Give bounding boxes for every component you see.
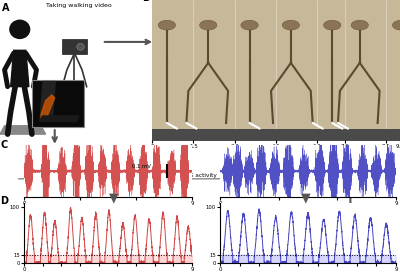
Text: Recording the EMG activity: Recording the EMG activity: [137, 173, 217, 178]
Polygon shape: [0, 126, 46, 134]
Circle shape: [10, 20, 30, 38]
Text: D: D: [0, 196, 8, 206]
Polygon shape: [41, 95, 55, 120]
Text: A: A: [2, 3, 9, 13]
Text: Taking walking video: Taking walking video: [46, 3, 111, 8]
Circle shape: [241, 20, 258, 30]
Circle shape: [392, 20, 400, 30]
Circle shape: [282, 20, 300, 30]
Text: 0.1 mV: 0.1 mV: [132, 164, 151, 169]
Circle shape: [77, 43, 84, 50]
Text: ▼: ▼: [301, 192, 311, 205]
Text: TA: TA: [50, 152, 59, 161]
Text: ▼: ▼: [109, 192, 119, 205]
Text: B: B: [142, 0, 150, 3]
Circle shape: [351, 20, 368, 30]
Text: C: C: [0, 140, 8, 150]
Circle shape: [200, 20, 217, 30]
FancyBboxPatch shape: [32, 80, 84, 127]
Polygon shape: [40, 116, 79, 122]
Text: SOL: SOL: [343, 224, 358, 233]
Circle shape: [324, 20, 341, 30]
FancyBboxPatch shape: [62, 39, 87, 55]
Polygon shape: [11, 50, 29, 87]
Circle shape: [158, 20, 176, 30]
Bar: [152, 129, 400, 140]
